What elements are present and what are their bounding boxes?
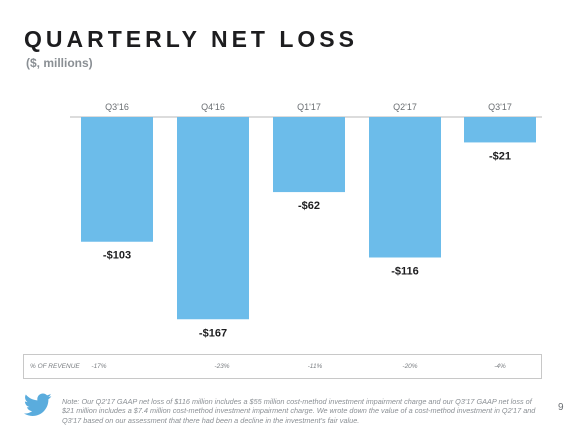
revenue-value-q3-17: -4% [494,363,506,370]
bar [177,117,249,320]
footnote: Note: Our Q2'17 GAAP net loss of $116 mi… [62,397,536,425]
category-label: Q3'16 [105,102,129,112]
twitter-bird-icon [24,393,52,416]
value-label: -$103 [103,250,131,262]
revenue-row: % OF REVENUE -17% -23% -11% -20% -4% [23,354,542,379]
value-label: -$116 [391,265,419,277]
net-loss-bar-chart: Q3'16 -$103 Q4'16 -$167 Q1'17 -$62 Q2'17 -$116 Q… [70,102,542,339]
category-label: Q4'16 [201,102,225,112]
page-title: QUARTERLY NET LOSS [24,26,358,52]
value-label: -$21 [489,150,511,162]
page-number: 9 [558,402,564,413]
value-label: -$167 [199,327,227,339]
category-label: Q1'17 [297,102,321,112]
bar [81,117,153,242]
bar [464,117,536,143]
revenue-value-q4-16: -23% [214,363,230,370]
revenue-value-q3-16: -17% [91,363,107,370]
revenue-value-q2-17: -20% [402,363,418,370]
value-label: -$62 [298,200,320,212]
revenue-row-label: % OF REVENUE [30,363,80,370]
page-subtitle: ($, millions) [26,56,93,70]
revenue-value-q1-17: -11% [307,363,323,370]
category-label: Q3'17 [488,102,512,112]
bar [369,117,441,258]
bar [273,117,345,193]
category-label: Q2'17 [393,102,417,112]
